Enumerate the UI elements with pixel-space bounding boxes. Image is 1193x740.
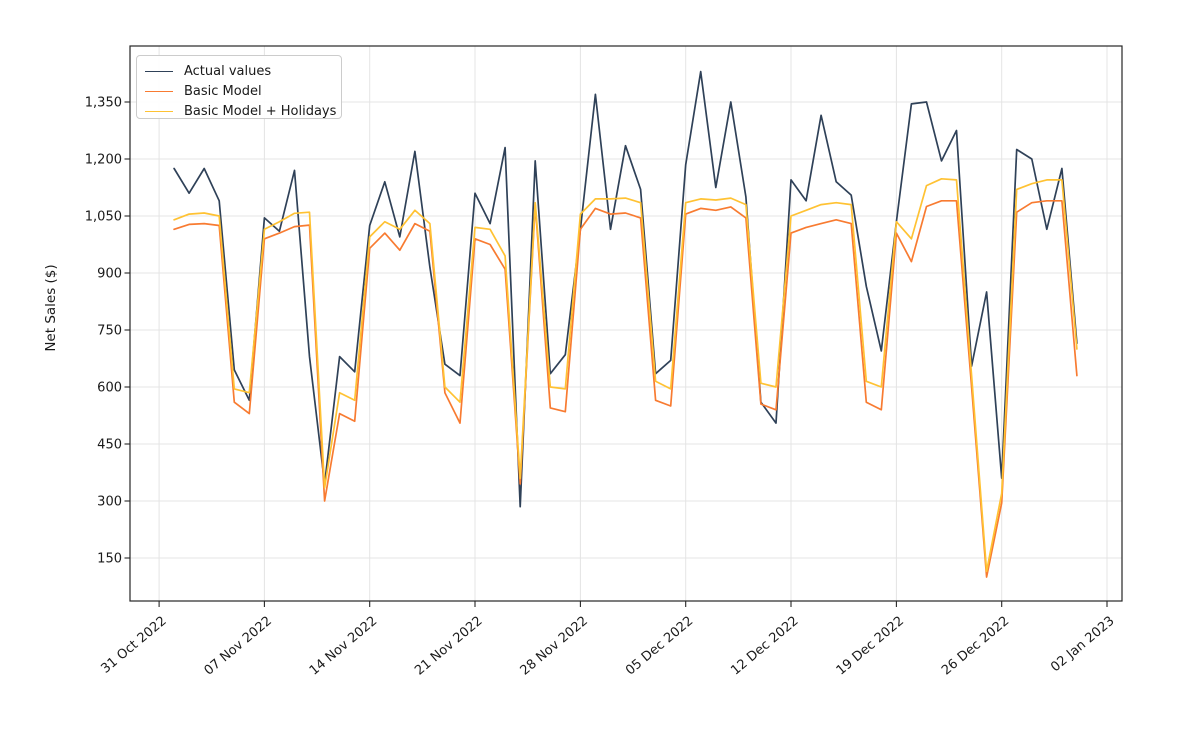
y-tick-label: 1,050 — [85, 210, 122, 225]
legend-label-actual: Actual values — [184, 63, 272, 79]
x-tick-label: 19 Dec 2022 — [834, 614, 907, 679]
series-line-actual-values — [173, 70, 1078, 508]
x-tick-label: 31 Oct 2022 — [98, 614, 169, 677]
legend-line-swatch-basic-model-holidays — [145, 110, 173, 112]
legend-line-swatch-actual — [145, 70, 173, 72]
legend-label-basic-model: Basic Model — [184, 83, 262, 99]
y-tick-label: 1,350 — [85, 96, 122, 111]
plot-frame — [129, 45, 1123, 602]
y-tick-label: 600 — [97, 381, 122, 396]
series-line-basic-model — [173, 199, 1078, 578]
y-tick-label: 300 — [97, 495, 122, 510]
legend-item-basic-model: Basic Model — [137, 81, 341, 101]
legend-item-actual-values: Actual values — [137, 61, 341, 81]
x-tick-label: 07 Nov 2022 — [202, 614, 275, 679]
x-tick-label: 26 Dec 2022 — [939, 614, 1012, 679]
y-tick-label: 750 — [97, 324, 122, 339]
legend-item-basic-model-holidays: Basic Model + Holidays — [137, 101, 341, 121]
x-tick-label: 14 Nov 2022 — [307, 614, 380, 679]
axis-ticks — [124, 101, 1108, 607]
y-tick-label: 150 — [97, 552, 122, 567]
x-tick-label: 21 Nov 2022 — [412, 614, 485, 679]
legend-line-swatch-basic-model — [145, 90, 173, 92]
chart-legend: Actual values Basic Model Basic Model + … — [136, 55, 342, 119]
grid-lines — [130, 46, 1122, 601]
legend-label-basic-model-holidays: Basic Model + Holidays — [184, 103, 337, 119]
y-tick-label: 1,200 — [85, 153, 122, 168]
y-tick-label: 900 — [97, 267, 122, 282]
x-tick-label: 12 Dec 2022 — [728, 614, 801, 679]
x-tick-label: 02 Jan 2023 — [1048, 614, 1117, 676]
y-tick-label: 450 — [97, 438, 122, 453]
x-tick-label: 05 Dec 2022 — [623, 614, 696, 679]
series-line-basic-model-holidays — [173, 177, 1078, 573]
x-tick-label: 28 Nov 2022 — [518, 614, 591, 679]
